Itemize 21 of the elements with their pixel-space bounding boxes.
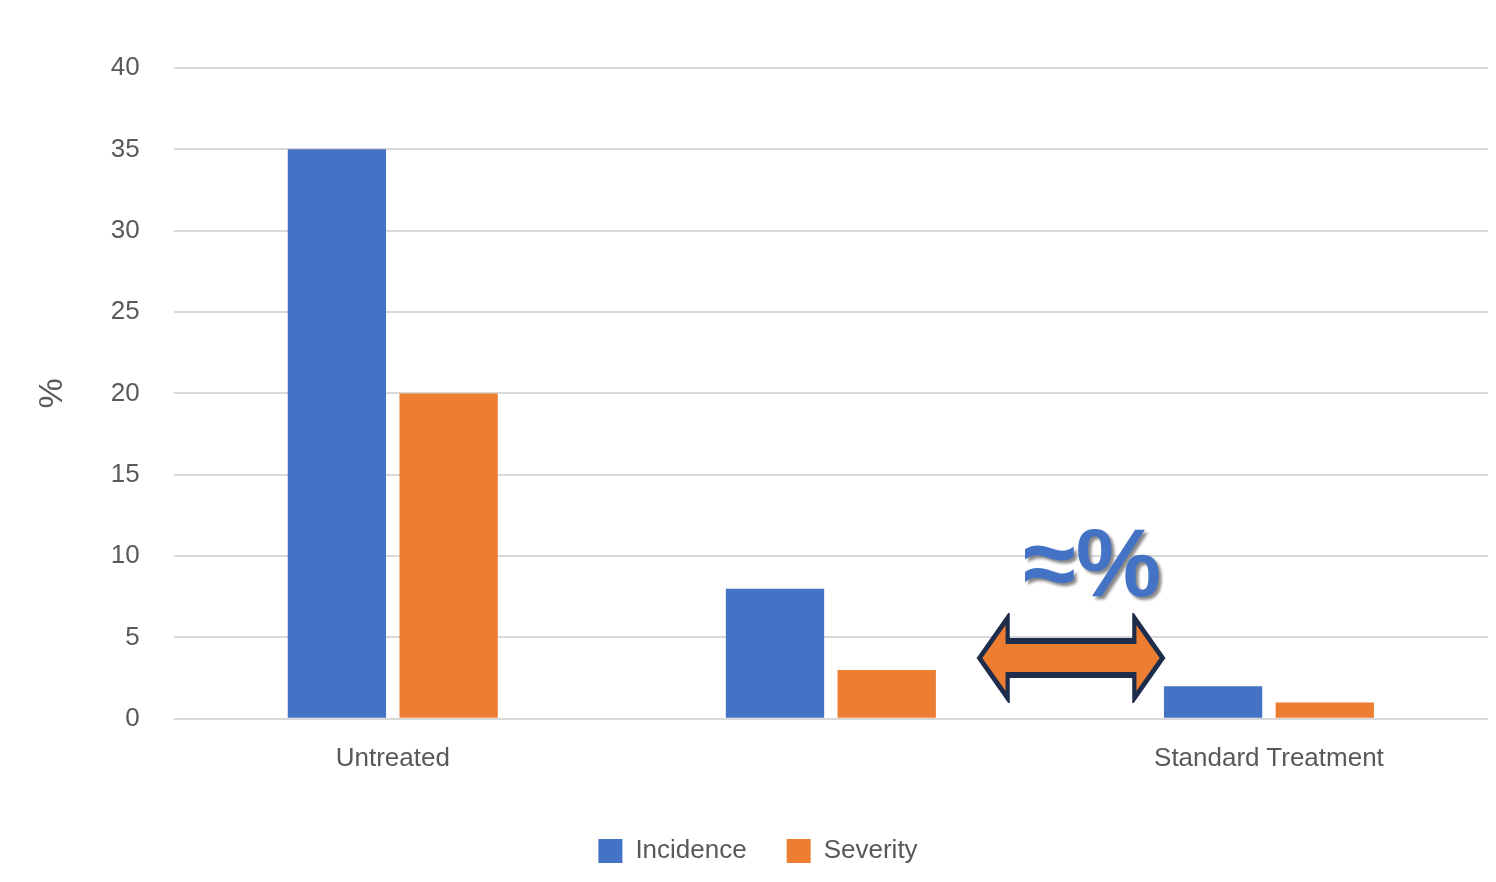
y-tick-label: 5 (125, 620, 140, 651)
bar (837, 669, 936, 718)
y-tick-label: 25 (110, 295, 140, 326)
x-tick-label: Standard Treatment (1154, 741, 1385, 772)
bar (725, 588, 825, 718)
y-tick-label: 20 (110, 376, 140, 407)
bar (399, 393, 498, 718)
y-tick-label: 10 (110, 539, 140, 570)
bar (1163, 686, 1263, 718)
y-tick-label: 35 (110, 132, 140, 163)
annotation: ≈% (1023, 508, 1162, 618)
y-tick-label: 30 (110, 213, 140, 244)
y-axis-title: % (30, 378, 69, 409)
legend-label: Incidence (635, 834, 747, 865)
bar (287, 149, 387, 718)
legend-label: Severity (823, 834, 918, 865)
bar (1275, 702, 1374, 718)
x-tick-label: Untreated (335, 741, 450, 772)
y-tick-label: 40 (110, 51, 140, 82)
y-tick-label: 0 (125, 701, 140, 732)
y-tick-label: 15 (110, 457, 140, 488)
